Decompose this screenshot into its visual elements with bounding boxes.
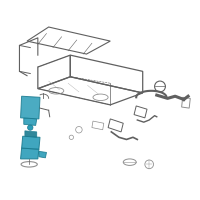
Polygon shape [39, 151, 46, 158]
Circle shape [28, 125, 33, 130]
Polygon shape [21, 148, 39, 159]
Polygon shape [21, 96, 40, 119]
Polygon shape [25, 131, 37, 137]
Polygon shape [24, 118, 37, 125]
Polygon shape [22, 136, 40, 149]
